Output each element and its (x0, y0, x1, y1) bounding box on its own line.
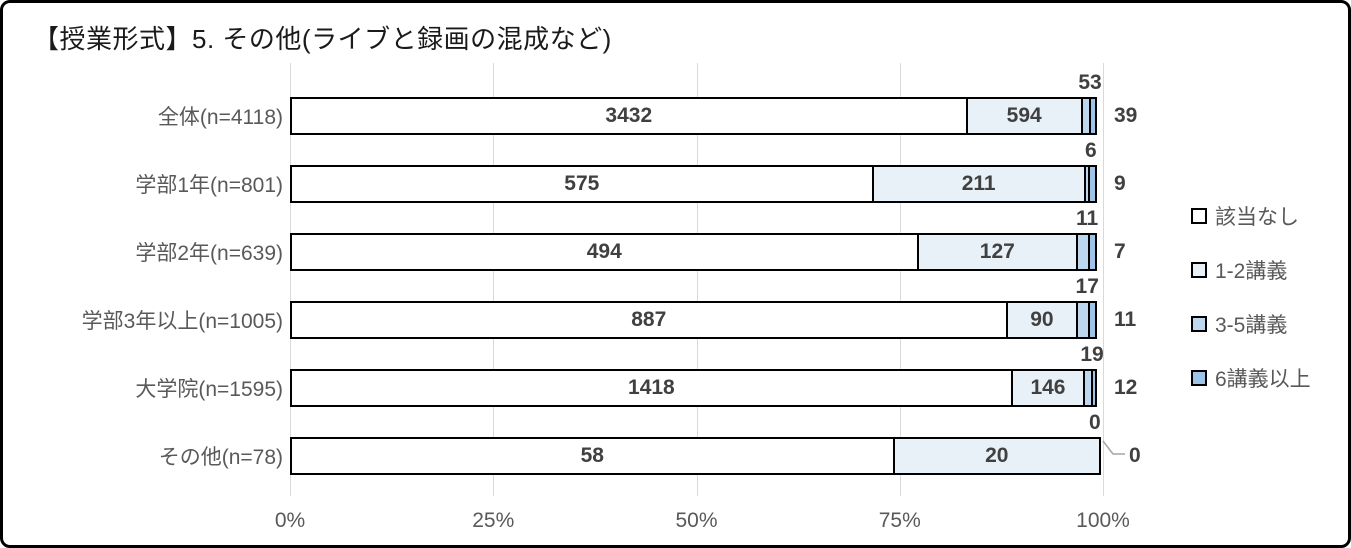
legend-item-6講義以上: 6講義以上 (1191, 365, 1311, 391)
category-label: その他(n=78) (158, 446, 283, 469)
segment-1-2講義: 594 (965, 97, 1083, 135)
category-label: 学部2年(n=639) (135, 242, 283, 265)
stacked-bar: 1418 146 19 12 (290, 343, 1137, 407)
gridline-50% (696, 63, 698, 496)
segment-該当なし: 575 (290, 165, 874, 203)
bar-row: その他(n=78) 58 20 0 0 (159, 411, 1141, 475)
stacked-bar: 887 90 17 11 (290, 275, 1136, 339)
segment-value: 494 (586, 240, 622, 263)
segment-6講義以上 (1088, 233, 1097, 271)
segment-該当なし: 1418 (290, 369, 1013, 407)
legend: 該当なし 1-2講義 3-5講義 6講義以上 (1191, 203, 1311, 419)
value-label-6講義以上: 12 (1114, 376, 1138, 399)
stacked-bar: 575 211 6 9 (290, 139, 1126, 203)
legend-item-3-5講義: 3-5講義 (1191, 311, 1311, 337)
legend-item-1-2講義: 1-2講義 (1191, 257, 1311, 283)
value-label-3-5講義: 53 (1078, 71, 1102, 94)
segment-1-2講義: 211 (871, 165, 1086, 203)
x-axis-tick-label: 75% (878, 509, 921, 532)
legend-swatch (1191, 261, 1207, 278)
segment-6講義以上 (1090, 369, 1097, 407)
category-label: 全体(n=4118) (157, 106, 283, 129)
legend-item-該当なし: 該当なし (1191, 203, 1311, 229)
segment-value: 575 (564, 172, 600, 195)
segment-value: 3432 (605, 104, 653, 127)
segment-value: 20 (985, 444, 1009, 467)
bar-row: 全体(n=4118) 3432 594 53 39 (158, 71, 1137, 135)
segment-6講義以上 (1088, 301, 1097, 339)
segment-1-2講義: 20 (892, 437, 1101, 475)
legend-label: 該当なし (1215, 205, 1299, 229)
gridline-0% (290, 63, 291, 496)
bar-row: 学部3年以上(n=1005) 887 90 17 11 (82, 275, 1136, 339)
category-label: 大学院(n=1595) (135, 378, 283, 401)
plot-area: 全体(n=4118) 3432 594 53 39 学部1年(n=801) 575 211 6 9… (82, 63, 1141, 496)
gridline-25% (493, 63, 495, 496)
segment-6講義以上 (1087, 165, 1097, 203)
legend-swatch (1191, 315, 1207, 332)
value-label-6講義以上: 0 (1129, 444, 1141, 467)
segment-value: 594 (1006, 104, 1042, 127)
value-label-3-5講義: 19 (1080, 343, 1104, 366)
segment-value: 146 (1030, 376, 1066, 399)
value-label-6講義以上: 11 (1114, 308, 1137, 331)
segment-value: 90 (1030, 308, 1054, 331)
bar-row: 学部1年(n=801) 575 211 6 9 (135, 139, 1126, 203)
stacked-bar: 3432 594 53 39 (290, 71, 1137, 135)
segment-value: 211 (961, 172, 996, 195)
stacked-bar: 494 127 11 7 (290, 207, 1126, 271)
value-label-6講義以上: 9 (1114, 172, 1126, 195)
value-label-6講義以上: 7 (1114, 240, 1126, 263)
x-axis-tick-label: 0% (274, 509, 306, 532)
value-label-3-5講義: 17 (1075, 275, 1099, 298)
category-label: 学部3年以上(n=1005) (81, 310, 283, 333)
x-axis-tick-label: 100% (1076, 509, 1130, 532)
x-axis-tick-label: 50% (675, 509, 718, 532)
value-label-3-5講義: 6 (1084, 139, 1097, 162)
stacked-bar: 58 20 0 0 (290, 411, 1141, 475)
gridline-100% (1103, 63, 1104, 496)
legend-label: 6講義以上 (1215, 367, 1311, 391)
segment-1-2講義: 146 (1010, 369, 1086, 407)
segment-該当なし: 887 (290, 301, 1008, 339)
bar-row: 大学院(n=1595) 1418 146 19 12 (135, 343, 1137, 407)
x-axis-tick-label: 25% (472, 509, 515, 532)
segment-value: 58 (580, 444, 604, 467)
value-label-3-5講義: 0 (1089, 411, 1101, 434)
value-label-3-5講義: 11 (1075, 207, 1099, 230)
segment-value: 1418 (628, 376, 675, 399)
segment-該当なし: 494 (290, 233, 919, 271)
segment-value: 887 (631, 308, 667, 331)
chart-title: 【授業形式】5. その他(ライブと録画の混成など) (33, 24, 612, 54)
segment-1-2講義: 127 (916, 233, 1079, 271)
bar-row: 学部2年(n=639) 494 127 11 7 (135, 207, 1126, 271)
leader-line (1102, 440, 1125, 455)
value-label-6講義以上: 39 (1114, 104, 1138, 127)
gridline-75% (899, 63, 901, 496)
legend-label: 1-2講義 (1215, 259, 1288, 283)
legend-swatch (1191, 369, 1207, 386)
segment-該当なし: 58 (290, 437, 895, 475)
category-label: 学部1年(n=801) (135, 174, 283, 197)
segment-6講義以上 (1089, 97, 1097, 135)
legend-label: 3-5講義 (1215, 313, 1288, 337)
segment-value: 127 (979, 240, 1015, 263)
legend-swatch (1191, 207, 1207, 224)
segment-該当なし: 3432 (290, 97, 968, 135)
segment-1-2講義: 90 (1005, 301, 1079, 339)
